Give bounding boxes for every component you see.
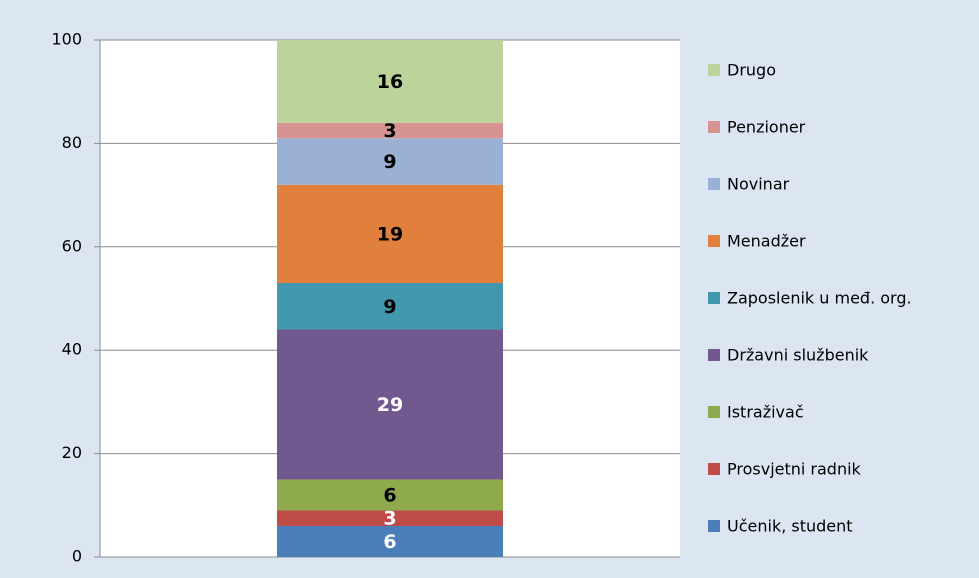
data-label: 9 xyxy=(383,151,396,173)
bar-segment xyxy=(277,122,503,139)
legend-swatch xyxy=(708,349,720,361)
legend-label: Zaposlenik u međ. org. xyxy=(727,289,912,308)
y-tick-label: 40 xyxy=(62,340,82,359)
legend-label: Prosvjetni radnik xyxy=(727,460,862,479)
legend-label: Istraživač xyxy=(727,403,804,422)
data-label: 6 xyxy=(383,531,396,553)
y-tick-label: 100 xyxy=(51,30,82,49)
legend-swatch xyxy=(708,121,720,133)
bar-segment xyxy=(277,184,503,283)
bar-segment xyxy=(277,40,503,123)
legend-swatch xyxy=(708,406,720,418)
bar-segment xyxy=(277,138,503,185)
data-label: 6 xyxy=(383,484,396,506)
legend-label: Učenik, student xyxy=(727,517,853,536)
data-label: 16 xyxy=(377,71,403,93)
bar-segment xyxy=(277,510,503,526)
legend-label: Drugo xyxy=(727,61,776,80)
legend-swatch xyxy=(708,292,720,304)
data-label: 3 xyxy=(383,120,396,142)
legend-swatch xyxy=(708,520,720,532)
legend-swatch xyxy=(708,178,720,190)
data-label: 19 xyxy=(377,223,403,245)
legend-swatch xyxy=(708,235,720,247)
data-label: 3 xyxy=(383,508,396,530)
y-tick-label: 0 xyxy=(72,547,82,566)
data-label: 29 xyxy=(377,394,403,416)
legend-label: Penzioner xyxy=(727,118,806,137)
y-tick-label: 60 xyxy=(62,236,82,255)
bar-segment xyxy=(277,525,503,557)
bar-segment xyxy=(277,479,503,511)
y-tick-label: 20 xyxy=(62,443,82,462)
legend-label: Državni službenik xyxy=(727,346,869,365)
legend-label: Novinar xyxy=(727,175,790,194)
legend-swatch xyxy=(708,64,720,76)
legend-label: Menadžer xyxy=(727,232,806,251)
bar-segment xyxy=(277,329,503,480)
y-tick-label: 80 xyxy=(62,133,82,152)
legend-swatch xyxy=(708,463,720,475)
data-label: 9 xyxy=(383,296,396,318)
bar-segment xyxy=(277,282,503,330)
